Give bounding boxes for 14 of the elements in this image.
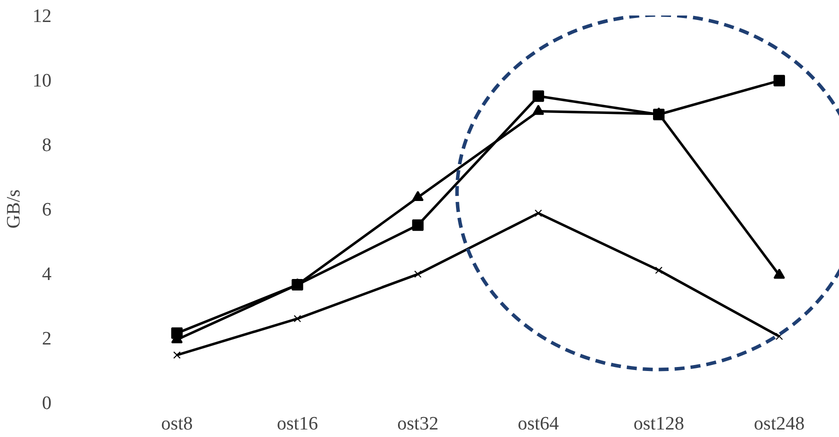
x-tick-label: ost64	[518, 414, 560, 434]
y-tick-label: 0	[42, 393, 52, 414]
x-tick-label: ost16	[276, 414, 318, 434]
y-tick-label: 2	[42, 328, 52, 350]
y-tick-label: 4	[42, 264, 52, 285]
y-tick-label: 6	[42, 200, 52, 220]
y-axis-title: GB/s	[4, 189, 24, 229]
x-tick-label: ost128	[633, 414, 684, 434]
y-tick-label: 8	[42, 135, 52, 156]
x-tick-label: ost32	[397, 414, 438, 434]
y-tick-label: 12	[32, 6, 52, 27]
x-tick-label: ost248	[754, 414, 805, 434]
y-tick-label: 10	[32, 70, 52, 92]
x-tick-label: ost8	[161, 414, 193, 434]
